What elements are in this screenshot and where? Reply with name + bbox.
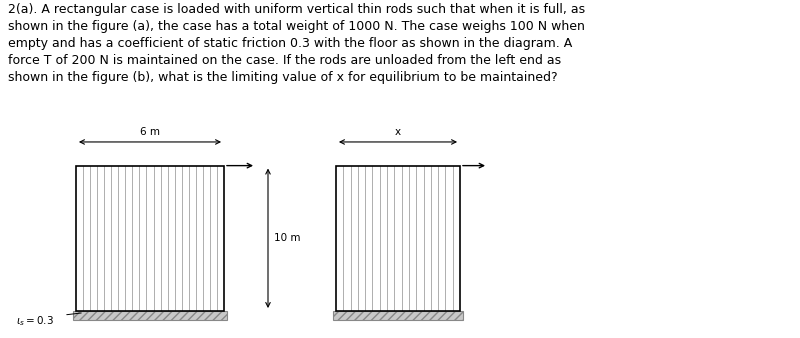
Text: 6 m: 6 m <box>140 127 160 137</box>
Text: x: x <box>395 127 401 137</box>
Bar <box>76 166 224 311</box>
Text: 10 m: 10 m <box>274 233 301 243</box>
Bar <box>336 166 460 311</box>
Bar <box>73 311 227 320</box>
Text: 2(a). A rectangular case is loaded with uniform vertical thin rods such that whe: 2(a). A rectangular case is loaded with … <box>8 3 585 84</box>
Text: $\iota_s = 0.3$: $\iota_s = 0.3$ <box>16 314 54 328</box>
Bar <box>333 311 463 320</box>
